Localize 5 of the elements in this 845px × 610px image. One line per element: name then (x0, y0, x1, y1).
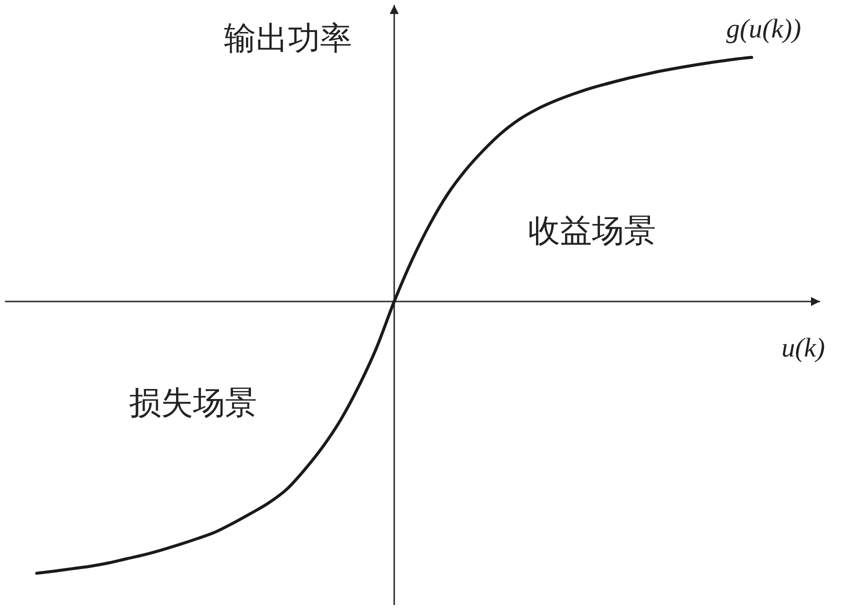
y-axis-title: 输出功率 (224, 20, 352, 56)
x-axis-title: u(k) (782, 332, 826, 362)
series-label: g(u(k)) (726, 13, 802, 44)
annotation: 收益场景 (528, 212, 656, 248)
annotation: 损失场景 (129, 384, 258, 420)
